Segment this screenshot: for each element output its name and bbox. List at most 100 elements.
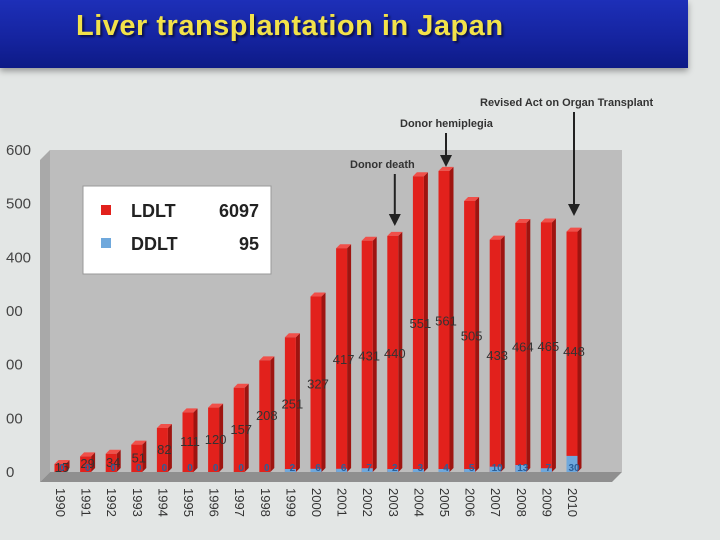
bar-top-ldlt <box>182 408 198 413</box>
annotation-label: Donor hemiplegia <box>400 118 494 130</box>
legend-label-ddlt: DDLT <box>131 234 178 254</box>
x-tick-label: 2010 <box>565 488 580 517</box>
bar-side-ldlt <box>347 244 352 472</box>
data-label-ldlt: 111 <box>180 434 200 449</box>
y-tick-label: 00 <box>6 410 23 427</box>
bar-ldlt-1995 <box>182 412 194 472</box>
x-tick-label: 2003 <box>386 488 401 517</box>
x-tick-label: 2007 <box>488 488 503 517</box>
legend-swatch-ldlt <box>101 205 111 215</box>
legend-label-ldlt: LDLT <box>131 201 176 221</box>
data-label-ddlt: 0 <box>162 463 168 474</box>
bar-ldlt-2009 <box>540 222 552 472</box>
bar-top-ldlt <box>233 383 249 388</box>
bar-top-ldlt <box>464 196 480 201</box>
data-label-ddlt: 2 <box>290 463 296 474</box>
data-label-ldlt: 465 <box>538 339 560 354</box>
bar-side-ldlt <box>219 403 224 472</box>
bar-ldlt-2002 <box>361 240 373 472</box>
data-label-ldlt: 251 <box>282 397 304 412</box>
data-label-ldlt: 448 <box>563 344 585 359</box>
x-tick-label: 1992 <box>104 488 119 517</box>
bar-side-ldlt <box>270 356 275 472</box>
data-label-ddlt: 7 <box>546 463 552 474</box>
bar-ldlt-2000 <box>310 296 322 472</box>
y-tick-label: 400 <box>6 249 31 266</box>
bar-side-ldlt <box>295 333 300 472</box>
data-label-ldlt: 34 <box>106 455 120 470</box>
data-label-ldlt: 157 <box>230 422 252 437</box>
bar-top-ldlt <box>566 227 582 232</box>
x-tick-label: 1999 <box>283 488 298 517</box>
bar-ldlt-2001 <box>336 248 348 472</box>
page-title: Liver transplantation in Japan <box>76 10 504 42</box>
data-label-ddlt: 30 <box>568 463 580 474</box>
annotation-arrowhead <box>388 214 401 226</box>
bar-top-ldlt <box>361 236 377 241</box>
bar-side-ldlt <box>449 166 454 472</box>
data-label-ddlt: 0 <box>213 463 219 474</box>
bar-top-ldlt <box>540 218 556 223</box>
bar-side-ldlt <box>65 459 70 472</box>
bar-top-ldlt <box>284 333 300 338</box>
bar-top-ldlt <box>259 356 275 361</box>
data-label-ldlt: 120 <box>205 432 227 447</box>
data-label-ddlt: 0 <box>59 463 65 474</box>
bar-ldlt-1996 <box>208 407 220 472</box>
bar-ddlt-2003 <box>387 469 399 472</box>
bar-ldlt-1991 <box>80 456 92 472</box>
legend-swatch-ddlt <box>101 238 111 248</box>
bar-side-ldlt <box>372 236 377 472</box>
x-tick-label: 2009 <box>539 488 554 517</box>
bar-ddlt-2009 <box>540 468 552 472</box>
data-label-ddlt: 0 <box>110 463 116 474</box>
legend-box <box>82 185 272 275</box>
bar-top-ldlt <box>412 172 428 177</box>
bar-ldlt-2004 <box>412 176 424 472</box>
bar-ldlt-1994 <box>156 427 168 472</box>
bar-side-ldlt <box>167 423 172 472</box>
bar-top-ldlt <box>105 449 121 454</box>
x-tick-label: 1993 <box>130 488 145 517</box>
data-label-ldlt: 433 <box>486 348 508 363</box>
bar-top-ldlt <box>80 452 96 457</box>
chart-floor <box>40 472 622 482</box>
bar-side-ldlt <box>193 408 198 472</box>
data-label-ddlt: 6 <box>315 463 321 474</box>
bar-side-ldlt <box>142 440 147 472</box>
bar-ldlt-1993 <box>131 444 143 472</box>
x-tick-label: 2008 <box>514 488 529 517</box>
y-tick-label: 00 <box>6 357 23 374</box>
data-label-ddlt: 3 <box>418 463 424 474</box>
bar-side-ldlt <box>398 231 403 472</box>
x-tick-label: 2005 <box>437 488 452 517</box>
data-label-ldlt: 551 <box>410 316 432 331</box>
x-axis-ticks: 1990 1991 1992 1993 1994 1995 1996 1997 1998 1999… <box>53 488 580 517</box>
x-tick-label: 2001 <box>335 488 350 517</box>
data-label-ddlt: 0 <box>136 463 142 474</box>
bar-top-ldlt <box>310 292 326 297</box>
bar-ldlt-1997 <box>233 387 245 472</box>
x-tick-label: 2004 <box>411 488 426 517</box>
bar-ldlt-2006 <box>464 200 476 472</box>
bar-ddlt-2002 <box>361 468 373 472</box>
data-label-ldlt: 15 <box>55 460 69 475</box>
data-label-ldlt: 505 <box>461 328 483 343</box>
annotation-arrowhead <box>568 204 580 216</box>
data-label-ddlt: 6 <box>341 463 347 474</box>
bar-side-ldlt <box>526 218 531 472</box>
chart-side-wall <box>40 150 50 482</box>
data-label-ddlt: 0 <box>85 463 91 474</box>
bar-ldlt-2010 <box>566 231 578 472</box>
x-tick-label: 1991 <box>79 488 94 517</box>
bar-ldlt-2005 <box>438 170 450 472</box>
data-label-ddlt: 4 <box>443 463 449 474</box>
bar-side-ldlt <box>475 196 480 472</box>
bar-ddlt-2004 <box>412 469 424 472</box>
bar-side-ldlt <box>321 292 326 472</box>
legend-total-ddlt: 95 <box>239 234 259 254</box>
data-label-ddlt: 0 <box>264 463 270 474</box>
data-label-ddlt: 0 <box>238 463 244 474</box>
bar-ldlt-1992 <box>105 453 117 472</box>
